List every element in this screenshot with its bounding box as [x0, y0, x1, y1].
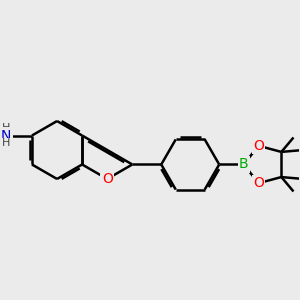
Text: O: O — [253, 139, 264, 153]
Text: B: B — [239, 158, 249, 172]
Text: O: O — [102, 172, 113, 186]
Text: H: H — [2, 123, 10, 133]
Text: N: N — [1, 128, 11, 142]
Text: O: O — [253, 176, 264, 190]
Text: H: H — [2, 138, 10, 148]
